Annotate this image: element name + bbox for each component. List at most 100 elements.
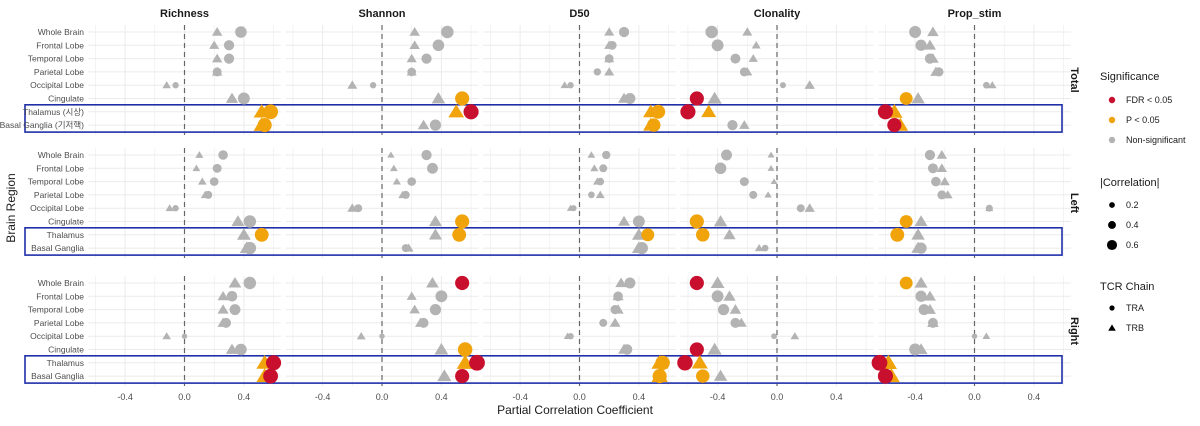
point-tra bbox=[689, 342, 704, 357]
point-trb bbox=[790, 332, 800, 340]
legend-significance-title: Significance bbox=[1100, 71, 1159, 83]
point-tra bbox=[212, 67, 222, 77]
region-label: Basal Ganglia (기저핵) bbox=[0, 120, 84, 130]
region-label: Basal Ganglia bbox=[31, 243, 84, 253]
point-trb bbox=[428, 215, 442, 227]
point-trb bbox=[347, 80, 358, 89]
legend-significance-key bbox=[1108, 116, 1116, 124]
point-tra bbox=[899, 215, 913, 228]
highlight-box-total bbox=[24, 104, 1063, 133]
point-trb bbox=[389, 164, 398, 172]
region-label: Cingulate bbox=[48, 345, 84, 355]
point-trb bbox=[988, 81, 997, 89]
legend-magnitude-label: 0.6 bbox=[1126, 240, 1139, 250]
legend-chain-triangle-key bbox=[1108, 324, 1116, 331]
point-tra bbox=[463, 104, 479, 120]
point-tra bbox=[613, 291, 623, 302]
metric-header-clonality: Clonality bbox=[754, 8, 801, 20]
legend-magnitude-title: |Correlation| bbox=[1100, 177, 1160, 189]
point-tra bbox=[705, 25, 718, 39]
point-trb bbox=[618, 215, 631, 226]
point-trb bbox=[225, 92, 239, 103]
point-trb bbox=[409, 304, 420, 314]
point-tra bbox=[909, 343, 922, 356]
point-tra bbox=[717, 303, 730, 316]
point-trb bbox=[217, 304, 229, 314]
legend-magnitude-label: 0.2 bbox=[1126, 200, 1139, 210]
point-trb bbox=[609, 317, 621, 327]
point-trb bbox=[707, 91, 722, 104]
point-tra bbox=[696, 228, 710, 242]
point-tra bbox=[983, 81, 990, 89]
legend-chain-circle-key bbox=[1109, 305, 1115, 311]
point-tra bbox=[455, 91, 470, 106]
point-tra bbox=[652, 369, 667, 384]
region-labels: Whole Brain Frontal Lobe Temporal Lobe Pari… bbox=[0, 27, 84, 381]
point-tra bbox=[243, 276, 257, 290]
point-tra bbox=[680, 104, 696, 120]
point-trb bbox=[356, 331, 366, 340]
point-trb bbox=[911, 92, 925, 104]
x-tick-labels: -0.4 0.0 0.4 -0.4 0.0 0.4 -0.4 0.0 0.4 -0.4 0.0 0.4… bbox=[117, 392, 1040, 402]
point-trb bbox=[231, 215, 245, 227]
point-trb bbox=[431, 92, 446, 104]
region-label: Temporal Lobe bbox=[28, 54, 85, 64]
point-trb bbox=[406, 53, 417, 63]
point-tra bbox=[927, 163, 938, 174]
legend-significance-key bbox=[1108, 96, 1116, 104]
legend: Significance |Correlation| TCR Chain FDR… bbox=[1100, 71, 1186, 333]
metric-headers: Richness Shannon D50 Clonality Prop_stim bbox=[160, 8, 1002, 20]
point-tra bbox=[429, 119, 442, 131]
point-tra bbox=[641, 228, 655, 242]
point-tra bbox=[931, 176, 941, 187]
metric-header-richness: Richness bbox=[160, 8, 209, 20]
point-tra bbox=[457, 342, 473, 357]
point-tra bbox=[243, 241, 257, 255]
legend-chain-title: TCR Chain bbox=[1100, 281, 1154, 293]
point-trb bbox=[228, 276, 242, 288]
point-trb bbox=[982, 332, 991, 339]
point-trb bbox=[914, 215, 928, 227]
x-tick-label: 0.0 bbox=[178, 392, 191, 402]
x-tick-label: 0.4 bbox=[633, 392, 646, 402]
point-tra bbox=[254, 227, 269, 242]
point-trb bbox=[767, 151, 775, 158]
point-tra bbox=[624, 277, 636, 289]
point-trb bbox=[428, 228, 442, 240]
point-tra bbox=[635, 241, 648, 255]
point-tra bbox=[915, 290, 927, 302]
region-label: Cingulate bbox=[48, 217, 84, 227]
point-tra bbox=[899, 92, 913, 105]
point-trb bbox=[923, 39, 936, 50]
point-tra bbox=[204, 190, 213, 199]
region-label: Frontal Lobe bbox=[36, 291, 84, 301]
point-tra bbox=[714, 162, 727, 175]
point-trb bbox=[392, 177, 401, 185]
point-tra bbox=[924, 149, 936, 161]
legend-chain-label: TRA bbox=[1126, 303, 1144, 313]
point-tra bbox=[421, 149, 432, 161]
legend-magnitude-key bbox=[1109, 202, 1115, 208]
region-label: Thalamus bbox=[47, 358, 84, 368]
region-label: Frontal Lobe bbox=[36, 40, 84, 50]
group-strip-total: Total bbox=[1068, 67, 1080, 92]
region-label: Thalamus bbox=[47, 230, 84, 240]
point-trb bbox=[417, 119, 430, 130]
region-label: Parietal Lobe bbox=[34, 190, 84, 200]
point-trb bbox=[739, 120, 750, 129]
point-tra bbox=[915, 39, 927, 51]
point-tra bbox=[243, 215, 257, 228]
x-tick-label: 0.0 bbox=[573, 392, 586, 402]
point-trb bbox=[409, 27, 420, 36]
point-tra bbox=[172, 82, 179, 89]
x-tick-label: -0.4 bbox=[710, 392, 726, 402]
x-tick-label: 0.4 bbox=[435, 392, 448, 402]
point-tra bbox=[427, 162, 438, 174]
point-tra bbox=[407, 67, 417, 77]
region-label: Occipital Lobe bbox=[30, 331, 84, 341]
legend-magnitude-key bbox=[1108, 221, 1116, 229]
point-tra bbox=[432, 39, 445, 52]
region-label: Thalamus (시상) bbox=[23, 107, 84, 117]
highlight-box-right bbox=[24, 354, 1063, 384]
point-trb bbox=[615, 277, 627, 288]
